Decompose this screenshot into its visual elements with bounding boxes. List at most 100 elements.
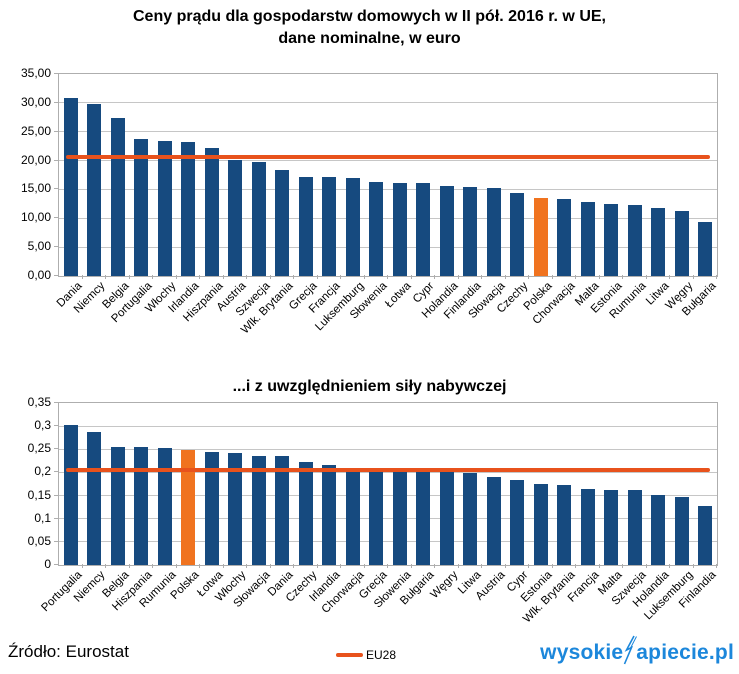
x-tick-mark bbox=[175, 564, 177, 568]
bar-chorwacja bbox=[345, 468, 360, 565]
gridline bbox=[59, 541, 717, 543]
bar-szwecja bbox=[251, 162, 266, 276]
bar-bu-garia bbox=[416, 471, 431, 565]
x-tick-mark bbox=[434, 564, 435, 568]
bar-w-gry bbox=[674, 210, 689, 276]
bar-finlandia bbox=[463, 187, 478, 276]
x-tick-mark bbox=[387, 564, 388, 568]
bar-austria bbox=[486, 477, 501, 565]
y-tick-label: 25,00 bbox=[20, 123, 51, 138]
gridline bbox=[59, 425, 717, 427]
x-tick-mark bbox=[105, 564, 106, 568]
x-tick-mark bbox=[528, 275, 529, 279]
x-tick-mark bbox=[222, 275, 224, 279]
y-tick-mark bbox=[54, 217, 58, 219]
y-tick-label: 5,00 bbox=[27, 239, 51, 254]
gridline bbox=[59, 131, 717, 133]
x-tick-mark bbox=[293, 275, 294, 279]
bar-polska bbox=[533, 198, 548, 276]
x-tick-mark bbox=[363, 275, 365, 279]
x-tick-mark bbox=[481, 564, 482, 568]
x-tick-mark bbox=[199, 564, 200, 568]
y-tick-mark bbox=[54, 494, 58, 496]
y-tick-label: 0,35 bbox=[27, 395, 51, 409]
x-tick-mark bbox=[645, 564, 647, 568]
x-tick-mark bbox=[246, 275, 247, 279]
chart1-plot-area bbox=[58, 73, 718, 277]
x-tick-mark bbox=[410, 275, 412, 279]
bar-dania bbox=[63, 98, 78, 276]
bar-belgia bbox=[110, 117, 125, 276]
bar-malta bbox=[604, 490, 619, 565]
bar-holandia bbox=[439, 185, 454, 276]
x-tick-mark bbox=[457, 275, 459, 279]
x-tick-mark bbox=[340, 275, 341, 279]
y-tick-mark bbox=[54, 275, 58, 276]
x-tick-mark bbox=[669, 275, 670, 279]
x-tick-mark bbox=[504, 275, 506, 279]
y-tick-label: 0,3 bbox=[34, 418, 51, 433]
y-tick-label: 0,25 bbox=[27, 441, 51, 456]
x-tick-mark bbox=[152, 275, 153, 279]
x-tick-mark bbox=[199, 275, 200, 279]
eu28-reference-line bbox=[66, 468, 710, 473]
bar-s-owenia bbox=[369, 181, 384, 276]
bar-czechy bbox=[298, 461, 313, 565]
x-tick-mark bbox=[528, 564, 529, 568]
y-tick-mark bbox=[54, 517, 58, 519]
x-tick-mark bbox=[269, 275, 271, 279]
bar-s-owacja bbox=[251, 455, 266, 565]
bar-hiszpania bbox=[204, 148, 219, 276]
bar-w-gry bbox=[439, 472, 454, 565]
y-tick-mark bbox=[54, 159, 58, 161]
gridline bbox=[59, 518, 717, 520]
bar-wlk-brytania bbox=[557, 485, 572, 565]
bar-luksemburg bbox=[345, 178, 360, 276]
bar-grecja bbox=[298, 176, 313, 276]
logo-text-prefix: wysokie bbox=[540, 641, 624, 664]
bar-polska bbox=[181, 449, 196, 565]
x-tick-mark bbox=[645, 275, 647, 279]
y-tick-label: 15,00 bbox=[20, 181, 51, 196]
x-tick-mark bbox=[575, 275, 576, 279]
y-tick-label: 0,1 bbox=[34, 510, 51, 525]
y-tick-mark bbox=[54, 73, 58, 74]
x-tick-mark bbox=[81, 564, 83, 568]
eu28-reference-line bbox=[66, 155, 710, 160]
gridline bbox=[59, 160, 717, 162]
y-tick-mark bbox=[54, 564, 58, 565]
y-tick-mark bbox=[54, 101, 58, 103]
gridline bbox=[59, 495, 717, 497]
eu28-legend: EU28 bbox=[336, 648, 396, 662]
y-tick-label: 20,00 bbox=[20, 152, 51, 167]
gridline bbox=[59, 246, 717, 248]
y-tick-mark bbox=[54, 402, 58, 403]
bar-s-owacja bbox=[486, 187, 501, 276]
source-note: Źródło: Eurostat bbox=[8, 642, 129, 661]
bar-niemcy bbox=[87, 431, 102, 565]
y-tick-label: 35,00 bbox=[20, 66, 51, 80]
x-tick-mark bbox=[669, 564, 670, 568]
x-tick-mark bbox=[175, 275, 177, 279]
bar-luksemburg bbox=[674, 497, 689, 565]
bar-grecja bbox=[369, 470, 384, 565]
y-tick-mark bbox=[54, 130, 58, 132]
y-tick-mark bbox=[54, 246, 58, 248]
lightning-bolt-icon bbox=[624, 635, 638, 665]
x-tick-mark bbox=[316, 564, 318, 568]
bar-bu-garia bbox=[698, 221, 713, 276]
eu28-legend-label: EU28 bbox=[366, 648, 397, 662]
chart1-title-line2: dane nominalne, w euro bbox=[278, 30, 461, 47]
bar-s-owenia bbox=[392, 470, 407, 565]
bar-niemcy bbox=[87, 104, 102, 276]
x-tick-mark bbox=[481, 275, 482, 279]
gridline bbox=[59, 217, 717, 219]
y-tick-mark bbox=[54, 188, 58, 190]
bar-rumunia bbox=[157, 447, 172, 565]
gridline bbox=[59, 448, 717, 450]
x-tick-mark bbox=[316, 275, 318, 279]
y-tick-label: 0 bbox=[44, 557, 51, 571]
bar-cypr bbox=[510, 480, 525, 565]
bar-austria bbox=[228, 160, 243, 276]
x-tick-mark bbox=[551, 275, 553, 279]
